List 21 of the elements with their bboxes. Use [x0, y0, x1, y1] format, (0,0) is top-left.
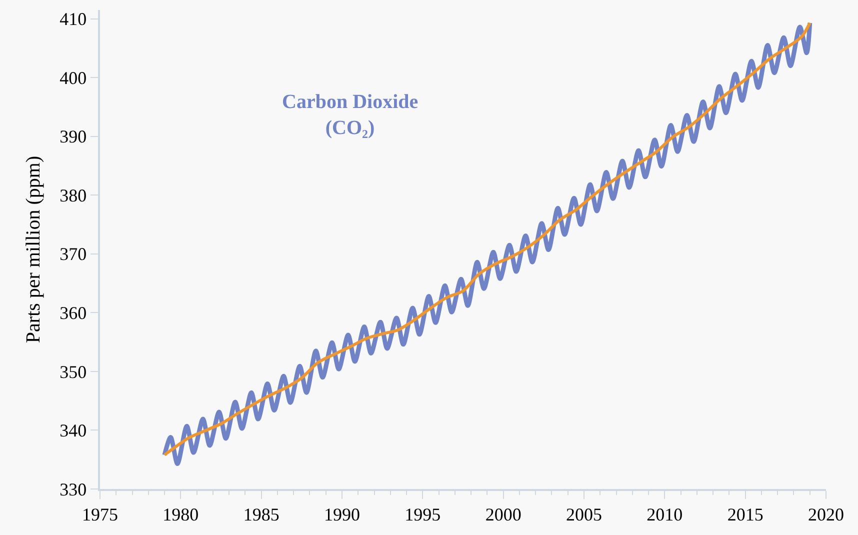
y-tick-label: 410 [60, 9, 87, 30]
x-tick-label: 2020 [808, 504, 844, 524]
y-tick-label: 400 [60, 68, 87, 88]
y-axis-title: Parts per million (ppm) [22, 156, 45, 344]
y-tick-label: 330 [60, 479, 87, 500]
y-tick-label: 340 [60, 420, 87, 441]
x-tick-label: 1980 [162, 504, 199, 524]
y-tick-label: 350 [60, 362, 87, 382]
y-tick-label: 390 [60, 126, 87, 147]
annotation: Carbon Dioxide (CO₂) [282, 91, 418, 139]
x-tick-label: 2015 [727, 504, 764, 524]
x-tick-label: 1990 [324, 504, 360, 524]
y-tick-label: 370 [60, 244, 87, 264]
x-tick-label: 2010 [646, 504, 683, 524]
y-tick-label: 380 [60, 185, 87, 206]
x-tick-label: 2000 [485, 504, 522, 524]
x-tick-label: 2005 [566, 504, 602, 524]
x-tick-label: 1975 [82, 504, 118, 524]
y-tick-label: 360 [60, 302, 87, 323]
x-tick-label: 1985 [243, 504, 280, 524]
x-tick-label: 1995 [404, 504, 441, 524]
